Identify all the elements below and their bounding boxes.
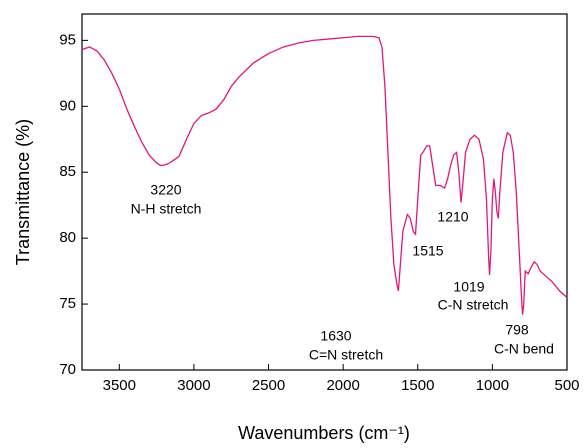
annotation: C=N stretch xyxy=(309,347,383,363)
annotation: 1515 xyxy=(412,243,443,259)
x-tick-label: 500 xyxy=(554,377,579,394)
y-axis-title: Transmittance (%) xyxy=(13,119,33,265)
annotation: N-H stretch xyxy=(131,201,202,217)
spectrum-line xyxy=(81,35,568,315)
plot-frame xyxy=(81,13,568,371)
x-tick-label: 3000 xyxy=(177,377,210,394)
x-tick-label: 3500 xyxy=(103,377,136,394)
annotation: 1019 xyxy=(453,279,484,295)
y-tick-label: 85 xyxy=(59,163,76,180)
x-tick-label: 1000 xyxy=(476,377,509,394)
annotation: 798 xyxy=(505,322,529,338)
y-tick-label: 70 xyxy=(59,361,76,378)
y-tick-label: 80 xyxy=(59,229,76,246)
x-tick-label: 1500 xyxy=(401,377,434,394)
x-tick-label: 2500 xyxy=(252,377,285,394)
annotation: C-N stretch xyxy=(438,297,509,313)
x-tick-label: 2000 xyxy=(326,377,359,394)
y-tick-label: 95 xyxy=(59,31,76,48)
y-tick-label: 90 xyxy=(59,97,76,114)
y-tick-label: 75 xyxy=(59,295,76,312)
x-axis-title: Wavenumbers (cm⁻¹) xyxy=(238,423,410,443)
annotation: 1630 xyxy=(320,328,351,344)
annotation: 3220 xyxy=(150,182,181,198)
annotation: 1210 xyxy=(437,209,468,225)
annotation: C-N bend xyxy=(494,341,554,357)
